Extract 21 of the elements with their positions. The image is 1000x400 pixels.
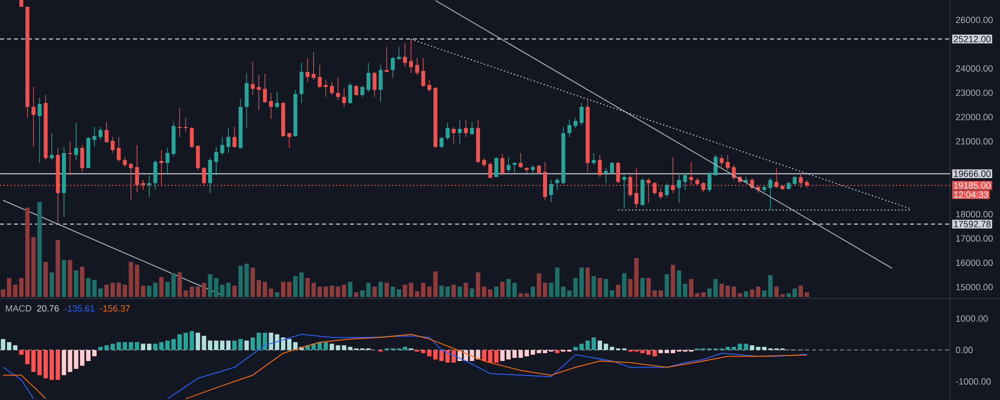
ref-line-label: 19666.00 (954, 170, 991, 177)
y-tick-label: -1000.00 (956, 378, 991, 385)
ref-line-label: 25212.00 (954, 36, 991, 42)
chart-title: MACD (6, 305, 32, 312)
y-tick-label: 24000.00 (956, 65, 993, 72)
annotation: -156.37 (100, 305, 130, 312)
y-tick-label: 23000.00 (956, 90, 993, 96)
y-tick-label: 17000.00 (956, 235, 993, 242)
y-tick-label: 22000.00 (956, 114, 993, 120)
y-tick-label: 1000.00 (956, 315, 988, 322)
y-tick-label: 15000.00 (956, 284, 993, 290)
annotation: -135.61 (64, 305, 94, 312)
y-tick-label: 26000.00 (956, 16, 993, 24)
ref-line-label: 17592.78 (954, 220, 991, 228)
y-tick-label: 0.00 (956, 346, 973, 354)
annotation: 20.76 (37, 305, 59, 312)
y-tick-label: 16000.00 (956, 260, 993, 266)
text: 12:04:33 (954, 191, 988, 198)
y-tick-label: 21000.00 (956, 138, 993, 145)
ref-line-label: 19185.00 (954, 182, 991, 189)
y-tick-label: 18000.00 (956, 211, 993, 218)
